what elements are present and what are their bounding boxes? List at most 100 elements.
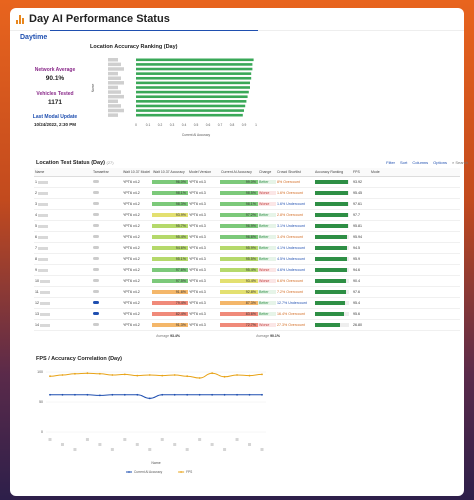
table-row[interactable]: 1 YPT6 v4.2 96.0% YPT6 v4.3 99.0% Better 8% O…: [34, 177, 460, 188]
data-point[interactable]: [111, 393, 114, 396]
bar[interactable]: [136, 104, 246, 108]
row-toggle[interactable]: [92, 213, 122, 217]
row-toggle[interactable]: [92, 180, 122, 184]
bar[interactable]: [136, 95, 248, 99]
data-point[interactable]: [61, 374, 64, 376]
table-row[interactable]: 6 YPT6 v4.2 95.4% YPT6 v4.3 96.6% Better 3.4%…: [34, 232, 460, 243]
column-header[interactable]: Wait 10.37 Model: [123, 170, 151, 174]
column-header[interactable]: FPS: [353, 170, 360, 174]
toggle-switch-icon[interactable]: [93, 279, 99, 282]
table-row[interactable]: 12 YPT6 v4.2 79.4% YPT6 v4.3 87.3% Better 12.…: [34, 298, 460, 309]
data-point[interactable]: [248, 374, 251, 377]
data-point[interactable]: [74, 372, 76, 375]
data-point[interactable]: [261, 373, 263, 376]
data-point[interactable]: [98, 372, 101, 375]
data-point[interactable]: [186, 375, 189, 378]
data-point[interactable]: [98, 394, 101, 397]
search-button[interactable]: ⌕ Search: [451, 160, 468, 165]
data-point[interactable]: [211, 393, 214, 396]
table-row[interactable]: 5 YPT6 v4.2 95.7% YPT6 v4.3 96.9% Better 3.1%…: [34, 221, 460, 232]
filter-button[interactable]: Filter: [386, 160, 396, 165]
toggle-switch-icon[interactable]: [93, 235, 99, 238]
table-row[interactable]: 11 YPT6 v4.2 91.6% YPT6 v4.3 92.8% Better 7.2…: [34, 287, 460, 298]
toggle-switch-icon[interactable]: [93, 180, 99, 183]
row-toggle[interactable]: [92, 235, 122, 239]
table-row[interactable]: 13 YPT6 v4.2 82.4% YPT6 v4.3 83.6% Better 16.…: [34, 309, 460, 320]
data-point[interactable]: [173, 393, 176, 396]
toggle-switch-icon[interactable]: [93, 301, 99, 304]
toggle-switch-icon[interactable]: [93, 257, 99, 260]
data-point[interactable]: [198, 393, 201, 396]
data-point[interactable]: [211, 372, 214, 375]
row-toggle[interactable]: [92, 257, 122, 261]
toggle-switch-icon[interactable]: [93, 213, 99, 216]
column-header[interactable]: Mode: [371, 170, 380, 174]
row-toggle[interactable]: [92, 224, 122, 228]
column-header[interactable]: Crowd Shortlist: [277, 170, 301, 174]
data-point[interactable]: [261, 393, 263, 396]
column-header[interactable]: Current AI Accuracy: [221, 170, 252, 174]
table-row[interactable]: 4 YPT6 v4.2 93.9% YPT6 v4.3 97.2% Better 2.8%…: [34, 210, 460, 221]
data-point[interactable]: [148, 397, 151, 400]
toggle-switch-icon[interactable]: [93, 323, 99, 326]
data-point[interactable]: [86, 393, 89, 396]
row-toggle[interactable]: [92, 312, 122, 316]
table-row[interactable]: 3 YPT6 v4.2 98.3% YPT6 v4.3 98.1% Worse 1.6% …: [34, 199, 460, 210]
data-point[interactable]: [223, 375, 226, 378]
bar[interactable]: [136, 63, 253, 66]
bar[interactable]: [136, 109, 244, 112]
row-toggle[interactable]: [92, 191, 122, 195]
bar[interactable]: [136, 100, 247, 103]
row-toggle[interactable]: [92, 290, 122, 294]
data-point[interactable]: [123, 393, 126, 396]
data-point[interactable]: [148, 374, 151, 376]
data-point[interactable]: [173, 374, 176, 376]
data-point[interactable]: [111, 374, 114, 376]
table-row[interactable]: 2 YPT6 v4.2 98.1% YPT6 v4.3 98.5% Worse 1.6% …: [34, 188, 460, 199]
data-point[interactable]: [61, 393, 64, 396]
column-header[interactable]: Tamaefrar: [93, 170, 109, 174]
data-point[interactable]: [161, 374, 164, 377]
toggle-switch-icon[interactable]: [93, 202, 99, 205]
data-point[interactable]: [136, 374, 139, 377]
row-toggle[interactable]: [92, 323, 122, 327]
data-point[interactable]: [248, 393, 251, 396]
data-point[interactable]: [198, 377, 201, 379]
data-point[interactable]: [136, 393, 139, 396]
data-point[interactable]: [49, 393, 51, 396]
data-point[interactable]: [49, 375, 51, 378]
data-point[interactable]: [236, 374, 238, 376]
table-row[interactable]: 7 YPT6 v4.2 94.6% YPT6 v4.3 95.9% Better 4.1%…: [34, 243, 460, 254]
bar[interactable]: [136, 67, 253, 71]
column-header[interactable]: Wait 10.37 Accuracy: [153, 170, 185, 174]
data-point[interactable]: [86, 372, 89, 375]
toggle-switch-icon[interactable]: [93, 246, 99, 249]
table-row[interactable]: 8 YPT6 v4.2 95.1% YPT6 v4.3 95.5% Better 4.5%…: [34, 254, 460, 265]
sort-button[interactable]: Sort: [400, 160, 408, 165]
data-point[interactable]: [123, 373, 126, 376]
column-header[interactable]: Accuracy Ranking: [315, 170, 344, 174]
row-toggle[interactable]: [92, 301, 122, 305]
table-row[interactable]: 9 YPT6 v4.2 97.6% YPT6 v4.3 95.4% Worse 4.6% …: [34, 265, 460, 276]
row-toggle[interactable]: [92, 268, 122, 272]
bar[interactable]: [136, 86, 250, 89]
options-button[interactable]: Options: [433, 160, 447, 165]
toggle-switch-icon[interactable]: [93, 191, 99, 194]
column-header[interactable]: Name: [35, 170, 45, 174]
bar[interactable]: [136, 58, 254, 62]
data-point[interactable]: [74, 393, 76, 396]
bar[interactable]: [136, 76, 252, 80]
data-point[interactable]: [223, 393, 226, 396]
data-point[interactable]: [186, 393, 189, 396]
row-toggle[interactable]: [92, 246, 122, 250]
table-row[interactable]: 14 YPT6 v4.2 91.3% YPT6 v4.3 72.7% Worse 27.3…: [34, 320, 460, 331]
data-point[interactable]: [161, 393, 164, 396]
toggle-switch-icon[interactable]: [93, 268, 99, 271]
bar[interactable]: [136, 72, 252, 75]
data-point[interactable]: [236, 393, 238, 396]
bar[interactable]: [136, 81, 250, 85]
column-header[interactable]: Model Version: [189, 170, 212, 174]
columns-button[interactable]: Columns: [412, 160, 429, 165]
toggle-switch-icon[interactable]: [93, 224, 99, 227]
toggle-switch-icon[interactable]: [93, 290, 99, 293]
